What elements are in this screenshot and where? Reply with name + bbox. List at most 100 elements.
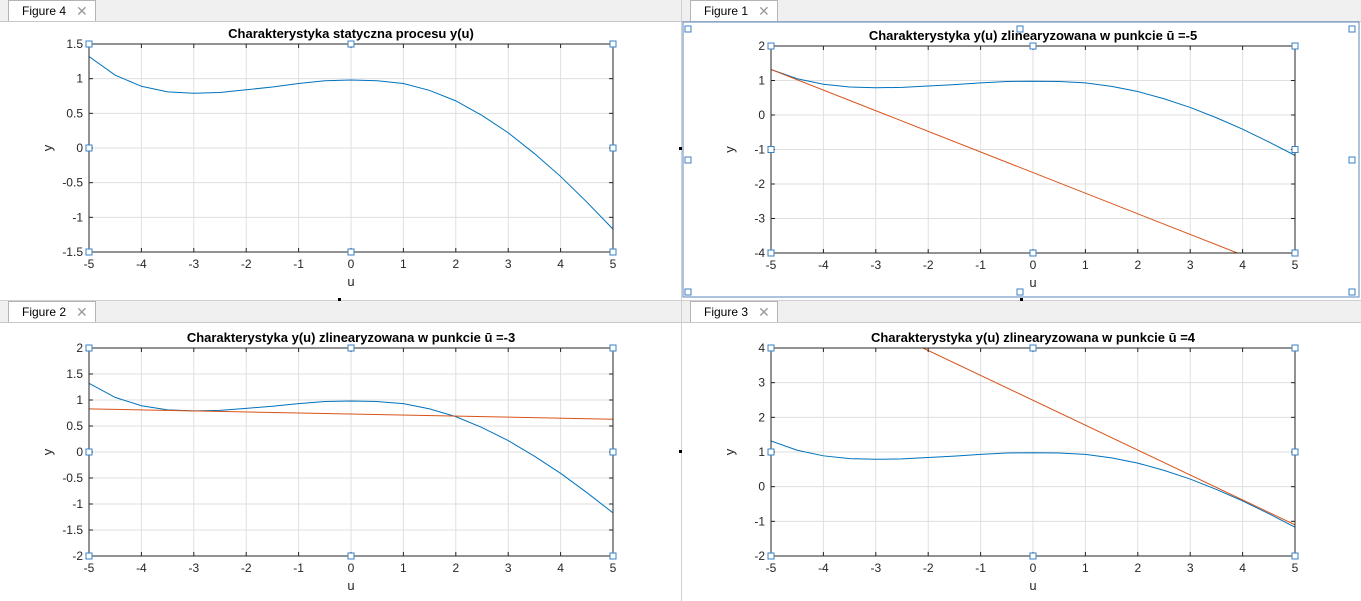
chart-title: Charakterystyka y(u) zlinearyzowana w pu… <box>869 28 1197 43</box>
tick-label-y: 2 <box>76 341 83 355</box>
tick-label-x: -4 <box>136 561 147 575</box>
tab-figure-3[interactable]: Figure 3 ✕ <box>690 301 778 322</box>
tick-label-x: -1 <box>975 561 986 575</box>
characteristic-curve <box>89 56 613 230</box>
selection-handle <box>85 448 93 456</box>
tick-label-x: 2 <box>452 561 459 575</box>
plot-figure-4[interactable]: -5 -4 -3 -2 -1 0 1 2 3 4 5 -1.5 -1 -0.5 0 0.5 1 1.5 Charak… <box>0 21 681 300</box>
figure-panel-1: Figure 1 ✕ -5 -4 -3 -2 -1 0 1 2 3 4 5 -4 -3 -2 -1 0 1 2 Ch… <box>682 0 1361 300</box>
tick-label-x: 5 <box>610 257 617 271</box>
tab-label: Figure 2 <box>22 305 67 319</box>
tick-label-x: 0 <box>348 257 355 271</box>
tick-label-x: 3 <box>505 257 512 271</box>
selection-handle <box>1291 146 1299 153</box>
selection-handle <box>1291 249 1299 257</box>
y-axis-label: y <box>722 146 737 153</box>
tab-bar: Figure 4 ✕ <box>0 0 681 22</box>
tab-figure-4[interactable]: Figure 4 ✕ <box>8 0 96 21</box>
close-icon[interactable]: ✕ <box>76 3 88 19</box>
tick-label-y: 4 <box>758 341 765 355</box>
tick-label-x: 5 <box>610 561 617 575</box>
tick-label-x: -2 <box>923 258 934 272</box>
tick-label-y: -2 <box>72 549 83 563</box>
tick-label-y: 2 <box>758 410 765 424</box>
figure-selection-handle <box>1016 25 1024 33</box>
characteristic-curve <box>771 440 1295 528</box>
figure-selection-handle <box>684 156 692 164</box>
tick-label-x: -4 <box>818 561 829 575</box>
tab-label: Figure 1 <box>704 4 749 18</box>
tick-label-y: 2 <box>758 39 765 53</box>
selection-handle <box>609 248 617 256</box>
selection-handle <box>1029 249 1037 257</box>
close-icon[interactable]: ✕ <box>758 3 770 19</box>
selection-handle <box>609 448 617 456</box>
tick-label-x: 1 <box>400 257 407 271</box>
tick-label-y: 1 <box>76 393 83 407</box>
tab-bar: Figure 3 ✕ <box>682 301 1361 323</box>
selection-border <box>682 21 1360 298</box>
panel-divider-horizontal[interactable] <box>0 300 1361 301</box>
tick-label-y: -1 <box>72 497 83 511</box>
close-icon[interactable]: ✕ <box>76 304 88 320</box>
tick-label-x: -5 <box>84 257 95 271</box>
close-icon[interactable]: ✕ <box>758 304 770 320</box>
tick-label-x: -3 <box>870 561 881 575</box>
tick-label-x: -3 <box>188 561 199 575</box>
tick-label-x: -1 <box>293 561 304 575</box>
tick-label-x: 0 <box>1030 561 1037 575</box>
tick-label-x: -5 <box>84 561 95 575</box>
tick-label-y: -1 <box>754 143 765 157</box>
tick-label-y: 3 <box>758 376 765 390</box>
tick-label-y: 0.5 <box>66 106 83 120</box>
splitter-grip <box>679 450 682 453</box>
plot-figure-3[interactable]: -5 -4 -3 -2 -1 0 1 2 3 4 5 -2 -1 0 1 2 3 4 Charakterystyka… <box>682 322 1361 601</box>
x-axis-label: u <box>347 274 354 289</box>
tick-label-x: -2 <box>923 561 934 575</box>
tick-label-x: 4 <box>557 257 564 271</box>
tab-bar: Figure 2 ✕ <box>0 301 681 323</box>
tick-label-x: 2 <box>1134 258 1141 272</box>
tick-label-y: -2 <box>754 177 765 191</box>
tick-label-y: -4 <box>754 246 765 260</box>
chart-title: Charakterystyka statyczna procesu y(u) <box>228 26 474 41</box>
selection-handle <box>1291 552 1299 560</box>
figure-selection-handle <box>1348 25 1356 33</box>
tick-label-y: 1.5 <box>66 367 83 381</box>
figure-panel-2: Figure 2 ✕ -5 -4 -3 -2 -1 0 1 2 3 4 5 -2 -1.5 -1 -0.5 0… <box>0 301 681 601</box>
tick-label-x: 0 <box>1030 258 1037 272</box>
tick-label-x: -2 <box>241 257 252 271</box>
x-axis-label: u <box>347 578 354 593</box>
tab-figure-2[interactable]: Figure 2 ✕ <box>8 301 96 322</box>
selection-handle <box>85 552 93 560</box>
tick-label-x: 1 <box>1082 258 1089 272</box>
tick-label-x: 2 <box>452 257 459 271</box>
tick-label-x: 2 <box>1134 561 1141 575</box>
selection-handle <box>85 344 93 352</box>
tick-label-y: 0 <box>758 108 765 122</box>
selection-handle <box>767 448 775 456</box>
tangent-line <box>922 348 1295 526</box>
tick-label-y: -2 <box>754 549 765 563</box>
selection-handle <box>609 552 617 560</box>
selection-handle <box>767 552 775 560</box>
tick-label-x: -2 <box>241 561 252 575</box>
tab-figure-1[interactable]: Figure 1 ✕ <box>690 0 778 21</box>
selection-handle <box>1029 344 1037 352</box>
tick-label-x: 4 <box>557 561 564 575</box>
tick-label-x: 5 <box>1292 561 1299 575</box>
selection-handle <box>347 552 355 560</box>
tick-label-y: 1 <box>758 445 765 459</box>
tick-label-x: -5 <box>766 561 777 575</box>
tick-label-x: 3 <box>505 561 512 575</box>
splitter-grip <box>679 147 682 150</box>
tab-label: Figure 3 <box>704 305 749 319</box>
figure-panel-4: Figure 4 ✕ -5 -4 -3 -2 -1 0 1 2 3 4 5 -1.5 -1 -0.5 0 0.… <box>0 0 681 300</box>
plot-figure-1[interactable]: -5 -4 -3 -2 -1 0 1 2 3 4 5-4-3-2-1012Charakterysty… <box>682 21 1361 300</box>
plot-figure-2[interactable]: -5 -4 -3 -2 -1 0 1 2 3 4 5 -2 -1.5 -1 -0.5 0 0.5 1 1.5 2 Cha… <box>0 322 681 601</box>
figure-panel-3: Figure 3 ✕ -5 -4 -3 -2 -1 0 1 2 3 4 5 -2 -1 0 1 2 3 4 Char… <box>682 301 1361 601</box>
selection-handle <box>85 144 93 152</box>
tick-label-x: 5 <box>1292 258 1299 272</box>
figure-selection-handle <box>684 25 692 33</box>
selection-handle <box>767 42 775 50</box>
